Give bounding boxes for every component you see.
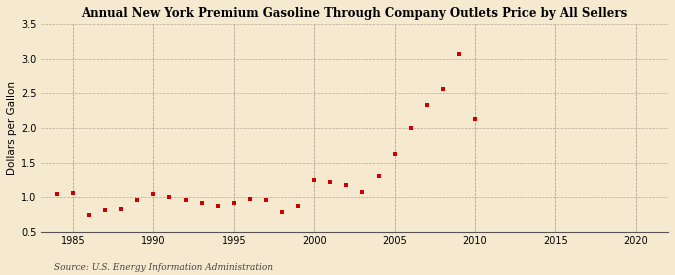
Point	[196, 201, 207, 206]
Title: Annual New York Premium Gasoline Through Company Outlets Price by All Sellers: Annual New York Premium Gasoline Through…	[81, 7, 628, 20]
Point	[84, 213, 95, 218]
Point	[357, 190, 368, 195]
Point	[293, 203, 304, 208]
Point	[421, 103, 432, 107]
Point	[308, 178, 319, 182]
Point	[228, 201, 239, 206]
Point	[148, 192, 159, 196]
Point	[454, 52, 464, 57]
Point	[132, 198, 142, 202]
Point	[180, 198, 191, 202]
Point	[373, 174, 384, 178]
Point	[51, 192, 62, 197]
Point	[213, 204, 223, 208]
Point	[389, 152, 400, 156]
Point	[325, 180, 335, 184]
Point	[100, 208, 111, 212]
Text: Source: U.S. Energy Information Administration: Source: U.S. Energy Information Administ…	[54, 263, 273, 272]
Point	[341, 183, 352, 188]
Point	[405, 126, 416, 130]
Point	[437, 87, 448, 91]
Point	[470, 117, 481, 121]
Point	[68, 191, 78, 195]
Y-axis label: Dollars per Gallon: Dollars per Gallon	[7, 81, 17, 175]
Point	[277, 210, 288, 214]
Point	[244, 197, 255, 202]
Point	[261, 198, 271, 202]
Point	[116, 207, 127, 211]
Point	[164, 194, 175, 199]
